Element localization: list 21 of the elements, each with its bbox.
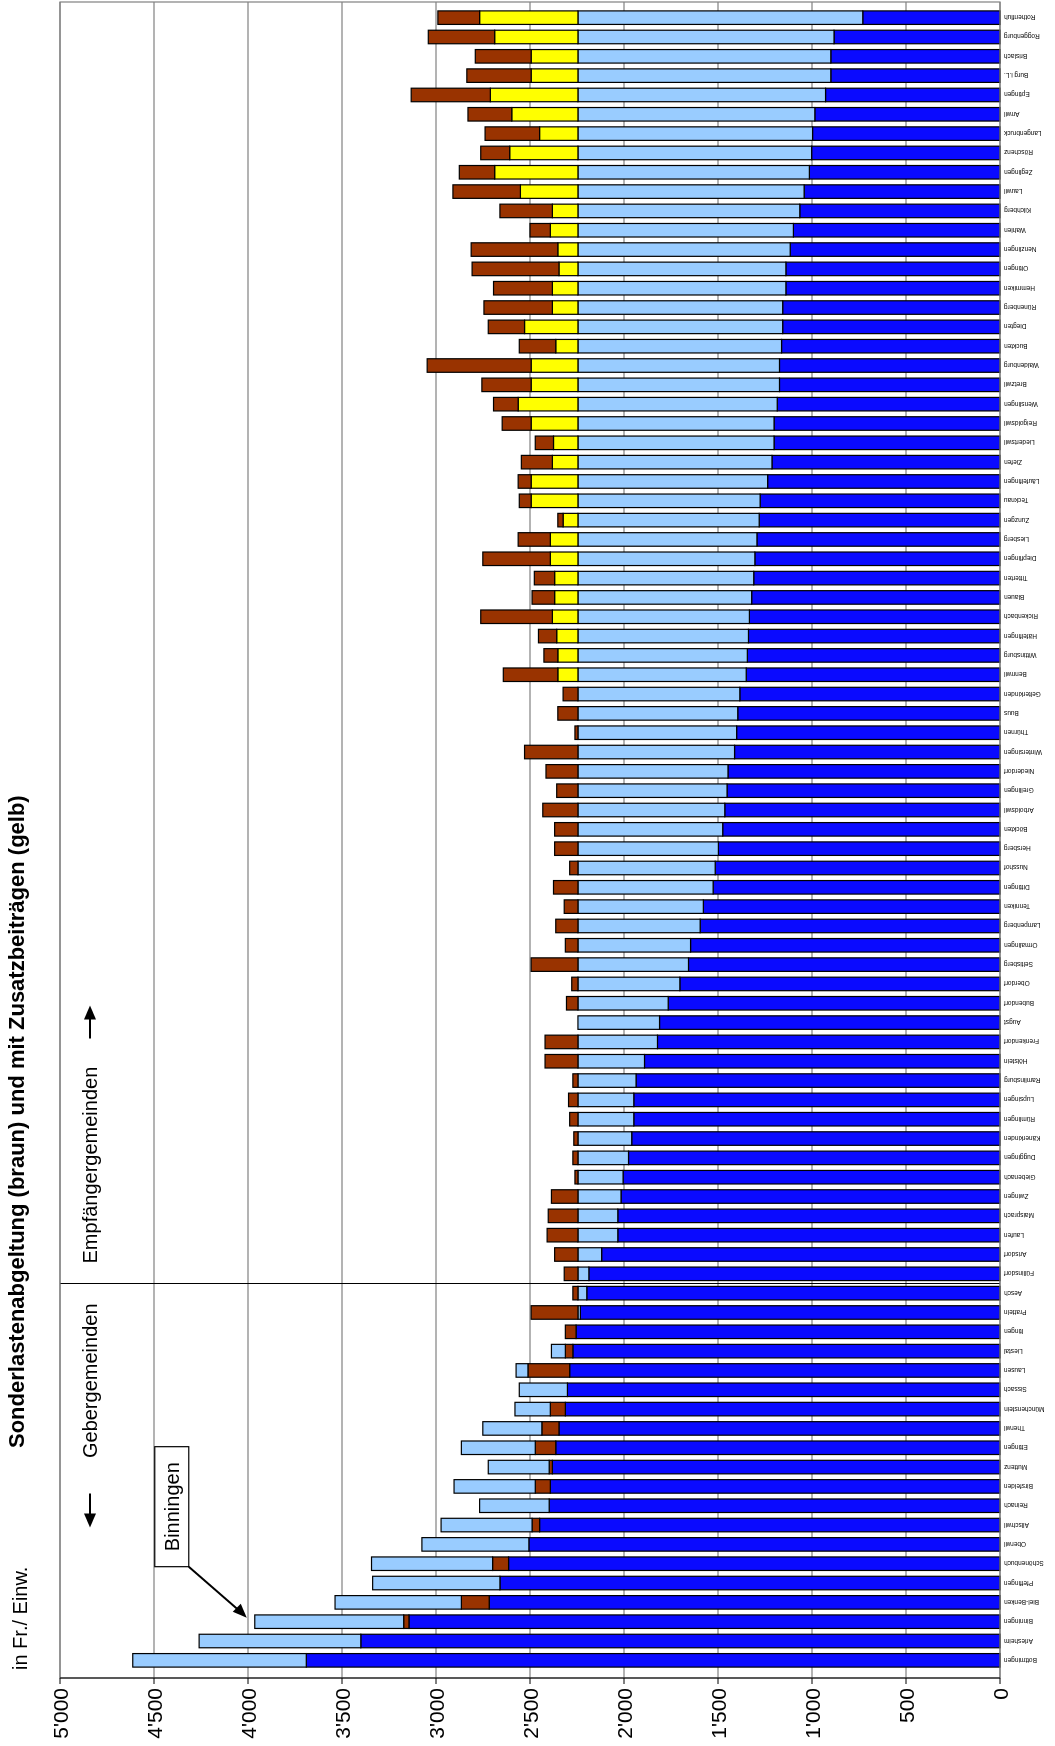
bar [408, 1614, 1001, 1630]
x-tick-label: 500 [894, 1688, 918, 1724]
annotation: Empfängergemeinden [79, 1066, 101, 1264]
x-tick-label: 3'000 [424, 1688, 448, 1739]
x-tick-label: 2'000 [612, 1688, 636, 1739]
x-tick-label: 1'000 [800, 1688, 824, 1739]
x-tick-label: 1'500 [706, 1688, 730, 1739]
annotation: Binningen [160, 1462, 183, 1552]
text: in Fr./ Einw. [9, 1566, 31, 1670]
x-tick-label: 4'500 [142, 1688, 166, 1739]
annotation: Gebergemeinden [79, 1303, 101, 1459]
x-tick-label: 3'500 [330, 1688, 354, 1739]
text: Sonderlastenabgeltung (braun) und mit Zusatzbeiträgen (gelb) [3, 795, 29, 1448]
x-tick-label: 5'000 [48, 1688, 72, 1739]
x-tick-label: 4'000 [236, 1688, 260, 1739]
x-tick-label: 0 [988, 1688, 1012, 1700]
bar [551, 1459, 1001, 1475]
bar [579, 1305, 1001, 1320]
x-tick-label: 2'500 [518, 1688, 542, 1739]
bar [530, 1305, 579, 1320]
bar [487, 1459, 550, 1475]
